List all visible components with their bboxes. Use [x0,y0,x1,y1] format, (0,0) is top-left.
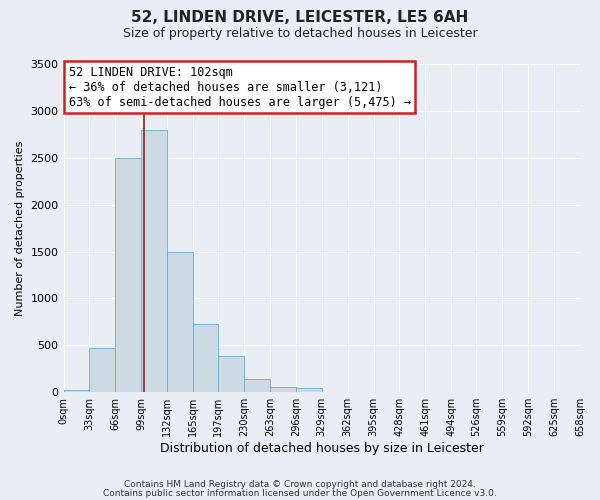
Bar [141,130,167,392]
X-axis label: Distribution of detached houses by size in Leicester: Distribution of detached houses by size … [160,442,484,455]
Y-axis label: Number of detached properties: Number of detached properties [15,140,25,316]
Bar [167,252,193,392]
Bar [244,379,270,392]
Text: Contains HM Land Registry data © Crown copyright and database right 2024.: Contains HM Land Registry data © Crown c… [124,480,476,489]
Bar [296,388,322,392]
Bar [270,386,296,392]
Bar [218,356,244,392]
Bar [89,348,115,392]
Text: Size of property relative to detached houses in Leicester: Size of property relative to detached ho… [122,28,478,40]
Bar [193,324,218,392]
Bar [64,390,89,392]
Text: Contains public sector information licensed under the Open Government Licence v3: Contains public sector information licen… [103,488,497,498]
Bar [115,158,141,392]
Text: 52 LINDEN DRIVE: 102sqm
← 36% of detached houses are smaller (3,121)
63% of semi: 52 LINDEN DRIVE: 102sqm ← 36% of detache… [69,66,411,108]
Text: 52, LINDEN DRIVE, LEICESTER, LE5 6AH: 52, LINDEN DRIVE, LEICESTER, LE5 6AH [131,10,469,25]
